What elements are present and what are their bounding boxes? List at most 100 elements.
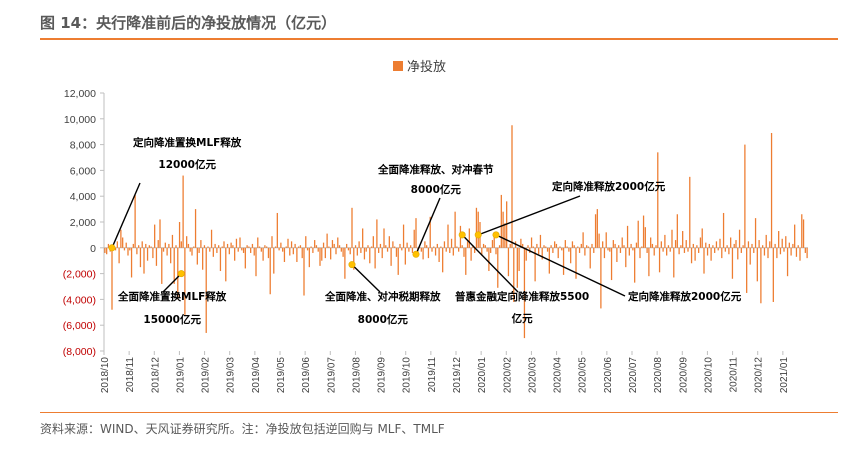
bar xyxy=(746,247,748,293)
bar xyxy=(785,236,787,248)
bar xyxy=(138,245,140,248)
bar xyxy=(458,247,460,252)
x-tick-label: 2019/12 xyxy=(452,357,463,394)
bar xyxy=(586,245,588,248)
bar xyxy=(258,246,261,248)
bar xyxy=(178,222,181,248)
bar xyxy=(630,243,632,248)
annotation-label: 全面降准置换MLF释放 xyxy=(117,290,227,303)
bar xyxy=(404,247,406,265)
bar xyxy=(171,234,174,248)
bar xyxy=(550,245,552,248)
bar xyxy=(607,247,609,251)
bar xyxy=(166,247,168,256)
annotation-label: 普惠金融定向降准释放5500 xyxy=(455,290,589,303)
bar xyxy=(465,247,467,275)
bar xyxy=(538,247,540,255)
bar xyxy=(692,243,694,248)
bar xyxy=(680,245,682,248)
bar xyxy=(107,243,110,248)
annotation-leader-line xyxy=(461,234,519,293)
bar xyxy=(415,218,417,248)
bar xyxy=(372,236,374,248)
bar xyxy=(129,247,131,251)
bar xyxy=(443,241,446,248)
bar xyxy=(671,229,673,248)
bar xyxy=(285,246,287,248)
bar xyxy=(390,247,392,266)
bar xyxy=(175,245,177,248)
footer-rule xyxy=(40,412,838,413)
bar xyxy=(431,247,433,252)
y-tick-label: 8,000 xyxy=(70,140,96,152)
x-tick-label: 2019/10 xyxy=(402,357,413,394)
bar xyxy=(470,247,472,261)
bar xyxy=(267,247,270,259)
bar xyxy=(363,247,366,260)
bar xyxy=(282,247,284,252)
bar xyxy=(706,247,709,256)
bar xyxy=(522,243,524,248)
bar xyxy=(674,240,677,248)
bar xyxy=(552,247,554,253)
bar xyxy=(173,247,175,284)
bar xyxy=(609,247,611,252)
bar xyxy=(362,228,364,248)
bar xyxy=(747,241,750,248)
y-tick-label: 2,000 xyxy=(70,217,96,229)
bar xyxy=(408,247,410,252)
bar xyxy=(666,247,668,256)
bar xyxy=(658,247,661,273)
annotation-label-line2: 亿元 xyxy=(512,312,533,325)
bar xyxy=(426,245,428,248)
bar xyxy=(762,245,764,248)
bar xyxy=(413,229,415,248)
bar xyxy=(242,247,245,253)
bar xyxy=(554,241,556,248)
annotation-label: 定向降准释放2000亿元 xyxy=(627,290,742,303)
bar xyxy=(698,247,700,253)
bar xyxy=(610,247,613,281)
x-tick-label: 2020/12 xyxy=(754,357,765,394)
bar xyxy=(139,247,142,268)
bar xyxy=(143,247,145,274)
bar xyxy=(134,194,136,248)
bar xyxy=(653,247,655,256)
bar xyxy=(539,234,542,248)
bar xyxy=(449,247,451,253)
bar xyxy=(257,237,259,248)
annotation-marker xyxy=(492,231,500,239)
bar xyxy=(772,247,774,302)
bar xyxy=(491,240,494,248)
bar xyxy=(402,224,405,248)
bar xyxy=(433,246,435,248)
annotation-leader-line xyxy=(415,197,441,255)
bar xyxy=(767,247,769,259)
bar xyxy=(114,247,117,251)
bar xyxy=(250,247,252,253)
bar xyxy=(497,247,499,288)
annotation-label: 全面降准、对冲税期释放 xyxy=(324,290,441,303)
bar xyxy=(616,247,618,262)
bar xyxy=(623,245,625,248)
bar xyxy=(379,243,382,248)
legend-label: 净投放 xyxy=(407,59,446,75)
bar xyxy=(562,247,565,275)
bar xyxy=(520,238,522,248)
bar xyxy=(621,237,623,248)
bar xyxy=(299,245,302,248)
bar xyxy=(266,246,268,248)
bar xyxy=(210,229,213,248)
bar xyxy=(239,237,241,248)
bar xyxy=(278,247,280,251)
bar xyxy=(445,247,447,252)
bar xyxy=(603,247,606,259)
bar xyxy=(136,247,138,255)
bar xyxy=(369,247,371,264)
title-rule xyxy=(40,38,838,40)
bar xyxy=(260,247,262,252)
bar xyxy=(383,228,385,248)
bar xyxy=(429,216,431,248)
bar xyxy=(237,247,239,252)
bar xyxy=(203,245,206,248)
